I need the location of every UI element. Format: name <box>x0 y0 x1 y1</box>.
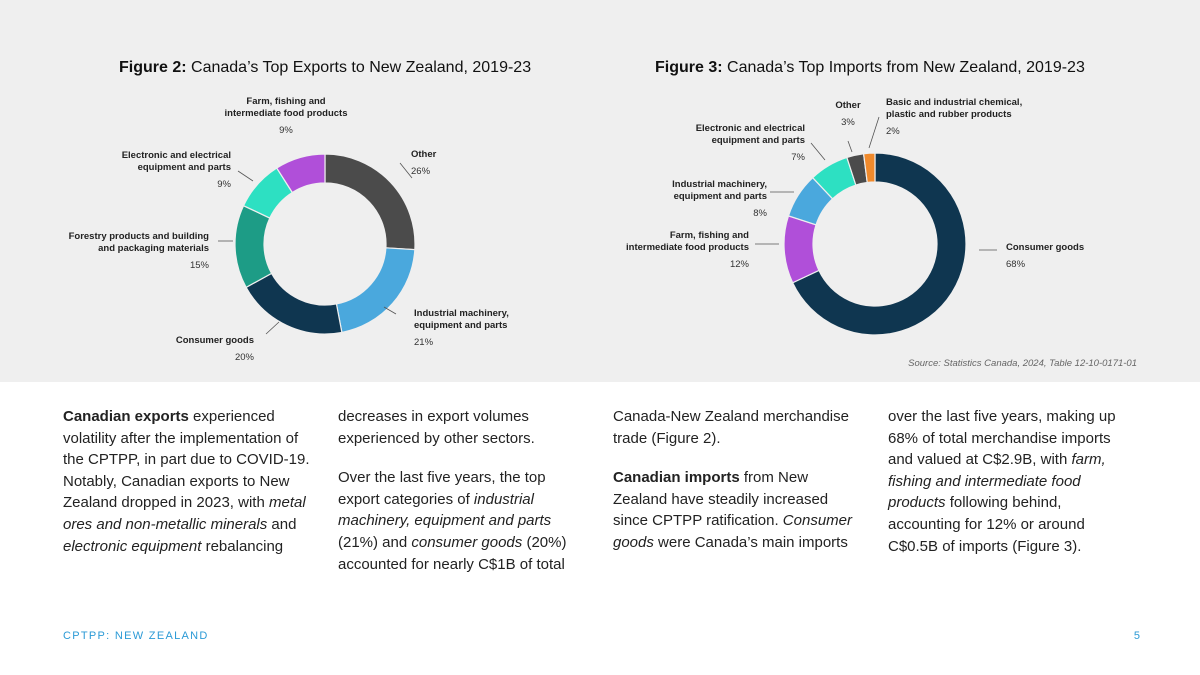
paragraph: decreases in export volumes experienced … <box>338 408 535 447</box>
chart3-leader-line <box>847 140 853 153</box>
chart2-slice-percent: 9% <box>279 125 293 136</box>
chart3-slice-percent: 68% <box>1006 259 1026 270</box>
text: from New Zealand have steadily increased… <box>613 469 829 530</box>
text-column-1: Canadian exports experienced volatility … <box>63 406 313 575</box>
figure-3-title-text: Canada’s Top Imports from New Zealand, 2… <box>727 59 1085 76</box>
chart-panel <box>0 0 1200 382</box>
figure-3-title: Figure 3: Canada’s Top Imports from New … <box>655 59 1085 77</box>
bold-text: Canadian exports <box>63 408 189 425</box>
chart3-slice-farm-fishing-and-intermediate-food-products <box>783 215 820 284</box>
paragraph: over the last five years, making up 68% … <box>888 406 1138 557</box>
text: were Canada’s main imports <box>653 533 848 551</box>
chart2-leader-line <box>399 162 413 179</box>
italic-text: farm, fishing and intermediate food prod… <box>888 451 1106 512</box>
italic-text: industrial machinery, equipment and part… <box>338 490 552 530</box>
chart2-slice-label: and packaging materials <box>98 243 209 254</box>
paragraph: Over the last five years, the top export… <box>338 467 588 575</box>
chart3-slice-percent: 12% <box>730 259 750 270</box>
text: (20%) accounted for nearly C$1B of total <box>338 533 567 573</box>
text: following behind, accounting for 12% or … <box>888 494 1085 555</box>
chart3-leader-line <box>810 142 826 161</box>
chart3-slice-percent: 2% <box>886 126 900 137</box>
chart2-slice-consumer-goods <box>245 272 343 335</box>
chart3-slice-label: Consumer goods <box>1006 242 1084 253</box>
paragraph: Canadian exports experienced volatility … <box>63 406 313 557</box>
chart3-slice-label: equipment and parts <box>674 191 767 202</box>
chart2-slice-forestry-products-and-building-and-packaging-materials <box>234 204 273 289</box>
chart2-slice-label: Farm, fishing and <box>246 96 325 107</box>
chart2-slice-industrial-machinery-equipment-and-parts <box>335 247 416 334</box>
chart3-slice-label: Farm, fishing and <box>670 230 749 241</box>
italic-text: Consumer goods <box>613 512 852 551</box>
chart3-slice-basic-and-industrial-chemical-plastic-and-rubber-products <box>862 152 876 184</box>
page-number: 5 <box>1133 630 1140 642</box>
chart2-slice-label: Electronic and electrical <box>122 150 231 161</box>
figure-2-title: Figure 2: Canada’s Top Exports to New Ze… <box>119 59 531 77</box>
figure-3-number: Figure 3: <box>655 59 723 76</box>
paragraph: Canadian imports from New Zealand have s… <box>613 467 863 553</box>
text-column-3: Canada-New Zealand merchandise trade (Fi… <box>613 406 863 572</box>
footer-section-title: CPTPP: NEW ZEALAND <box>63 630 209 642</box>
chart2-slice-label: equipment and parts <box>414 320 507 331</box>
chart3-slice-label: Industrial machinery, <box>672 179 767 190</box>
chart2-slice-farm-fishing-and-intermediate-food-products <box>275 153 326 194</box>
italic-text: consumer goods <box>411 533 523 551</box>
chart3-slice-label: equipment and parts <box>712 135 805 146</box>
chart3-slice-label: intermediate food products <box>626 242 749 253</box>
chart2-slice-label: Consumer goods <box>176 335 254 346</box>
chart3-slice-label: Other <box>835 100 861 111</box>
chart3-slice-label: Basic and industrial chemical, <box>886 97 1022 108</box>
chart2-slice-label: equipment and parts <box>138 162 231 173</box>
chart2-slice-percent: 21% <box>414 337 434 348</box>
bold-text: Canadian imports <box>613 469 740 487</box>
chart2-slice-other <box>324 153 416 251</box>
text-column-4: over the last five years, making up 68% … <box>888 406 1138 575</box>
chart2-leader-line <box>265 321 280 335</box>
chart2-leader-line <box>237 170 254 182</box>
chart2-slice-percent: 20% <box>235 352 255 363</box>
chart2-slice-label: Forestry products and building <box>69 231 210 242</box>
chart2-slice-label: intermediate food products <box>225 108 348 119</box>
figure-2-title-text: Canada’s Top Exports to New Zealand, 201… <box>191 59 532 76</box>
text: rebalancing <box>201 537 284 555</box>
chart3-slice-label: plastic and rubber products <box>886 109 1012 120</box>
chart2-slice-percent: 26% <box>411 166 431 177</box>
chart2-slice-label: Other <box>411 149 437 160</box>
chart3-slice-percent: 3% <box>841 117 855 128</box>
chart2-slice-percent: 9% <box>217 179 231 190</box>
figure-2-number: Figure 2: <box>119 59 187 76</box>
text-column-2: decreases in export volumes experienced … <box>338 406 588 593</box>
chart3-slice-consumer-goods <box>791 152 967 336</box>
italic-text: electronic equipment <box>63 537 202 555</box>
chart2-slice-percent: 15% <box>190 260 210 271</box>
paragraph: Canada-New Zealand merchandise trade (Fi… <box>613 408 849 447</box>
chart3-slice-label: Electronic and electrical <box>696 123 805 134</box>
text: and <box>267 515 297 533</box>
text: (21%) and <box>338 533 412 551</box>
text: Over the last five years, the top export… <box>338 469 546 508</box>
chart2-leader-line <box>383 306 397 315</box>
italic-text: metal ores and non-metallic minerals <box>63 494 306 533</box>
text: experienced volatility after the impleme… <box>63 408 310 512</box>
chart3-slice-percent: 8% <box>753 208 767 219</box>
chart2-slice-label: Industrial machinery, <box>414 308 509 319</box>
source-note: Source: Statistics Canada, 2024, Table 1… <box>908 358 1137 369</box>
text: over the last five years, making up 68% … <box>888 408 1116 469</box>
chart3-slice-percent: 7% <box>791 152 805 163</box>
chart3-leader-line <box>868 116 880 149</box>
